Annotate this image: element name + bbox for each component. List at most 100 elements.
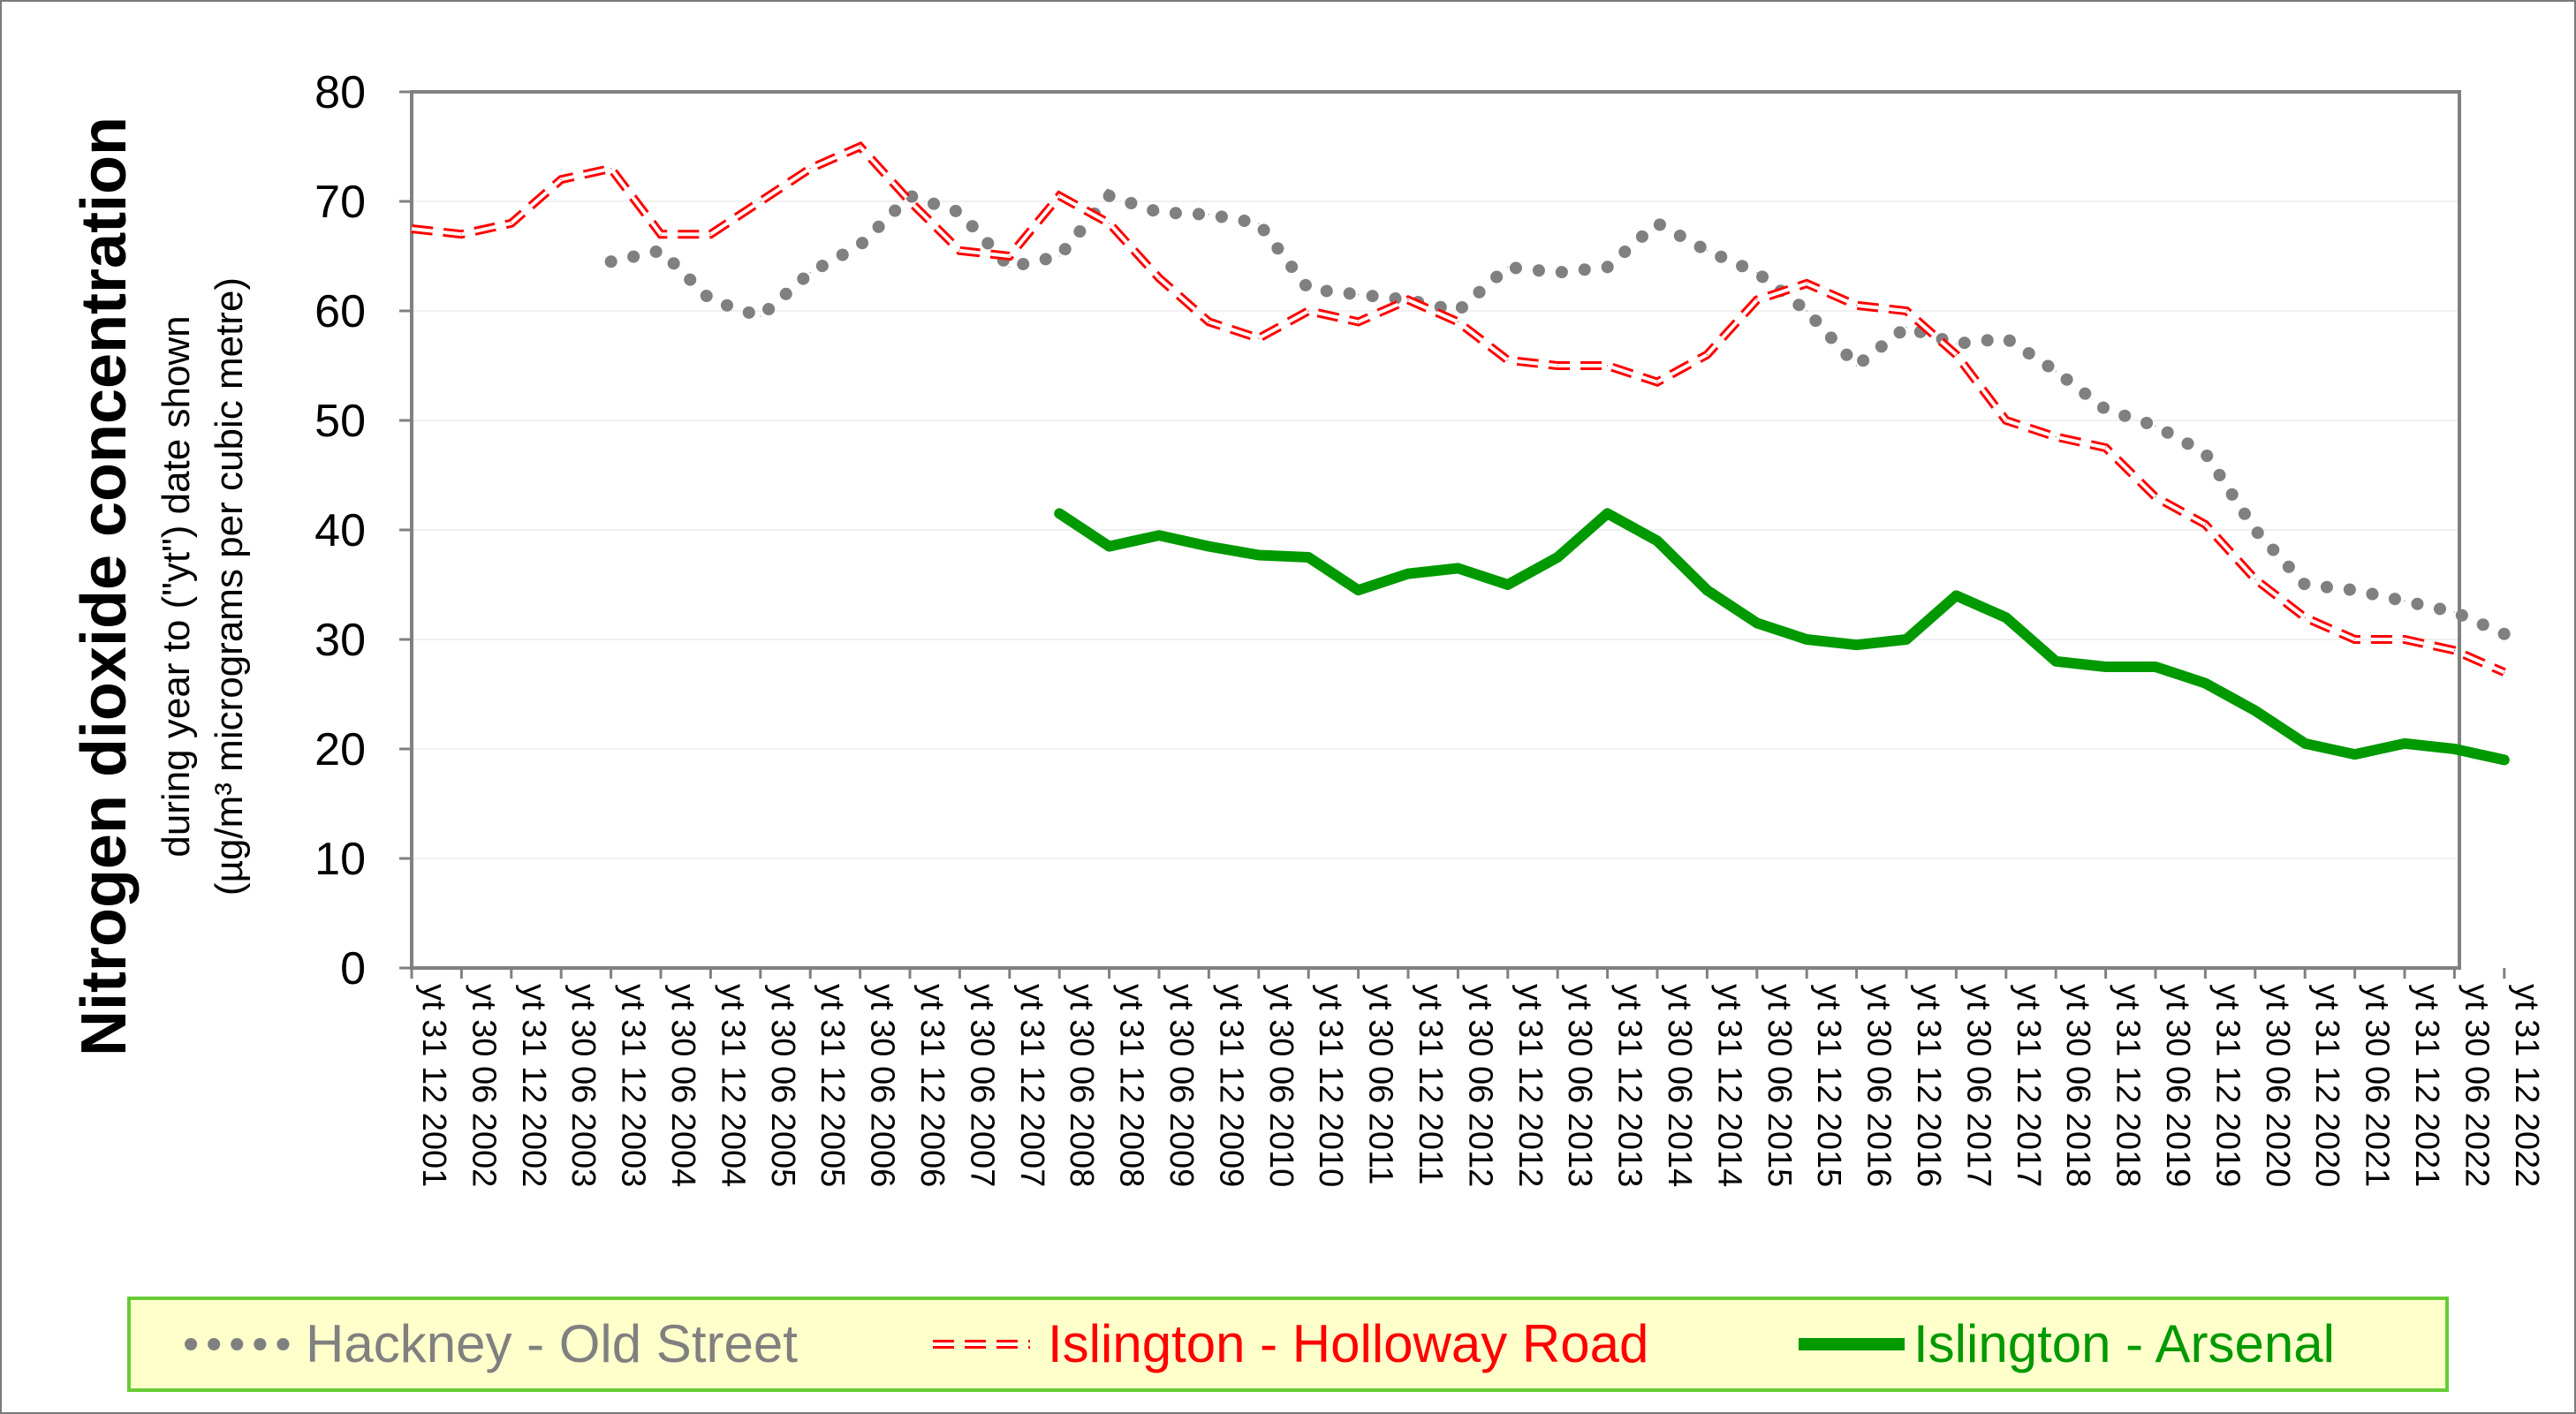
data-point [1358, 321, 1360, 322]
x-tick-label: yt 31 12 2011 [1412, 984, 1449, 1184]
y-axis-subtitle-1: during year to ("yt") date shown [155, 315, 198, 857]
data-point [1557, 272, 1558, 274]
x-tick-label: yt 31 12 2020 [2308, 984, 2345, 1187]
x-tick-label: yt 30 06 2011 [1362, 984, 1399, 1184]
data-point [1557, 556, 1558, 558]
data-point [760, 200, 761, 202]
data-point [2254, 578, 2256, 580]
data-point [1208, 214, 1209, 216]
data-point [1307, 310, 1309, 312]
y-tick-label: 50 [314, 396, 366, 447]
x-tick-label: yt 30 06 2004 [664, 984, 701, 1187]
x-tick-label: yt 31 12 2017 [2010, 984, 2047, 1187]
data-point [1158, 277, 1160, 279]
data-point [1856, 365, 1858, 367]
x-tick-label: yt 30 06 2019 [2159, 984, 2196, 1187]
grid-lines [412, 200, 2459, 859]
x-tick-label: yt 30 06 2014 [1661, 984, 1698, 1187]
data-point [709, 233, 712, 235]
data-point [1905, 327, 1907, 329]
x-tick-label: yt 31 12 2013 [1611, 984, 1648, 1187]
data-point [1358, 589, 1360, 591]
data-point [1058, 195, 1060, 197]
x-tick-label: yt 30 06 2009 [1163, 984, 1200, 1187]
data-point [1856, 644, 1858, 646]
data-point [1557, 365, 1558, 367]
data-point [2155, 666, 2156, 668]
x-tick-label: yt 30 06 2017 [1959, 984, 1996, 1187]
data-point [1756, 622, 1758, 624]
data-point [2155, 425, 2156, 427]
series-line-2 [1054, 508, 2510, 766]
data-point [1208, 546, 1209, 548]
data-point [1258, 554, 1260, 556]
y-tick-label: 10 [314, 834, 366, 885]
data-point [1607, 266, 1609, 268]
y-tick-label: 80 [314, 67, 366, 118]
data-point [2204, 452, 2206, 454]
data-point [2204, 524, 2206, 526]
data-point [1706, 250, 1708, 252]
y-tick-label: 20 [314, 724, 366, 775]
x-tick-label: yt 30 06 2003 [564, 984, 602, 1187]
data-point [1905, 310, 1907, 312]
data-point [2404, 743, 2406, 745]
x-tick-label: yt 30 06 2012 [1461, 984, 1498, 1187]
data-point [2254, 529, 2256, 531]
data-point [2155, 496, 2156, 498]
x-tick-label: yt 31 12 2014 [1710, 984, 1747, 1187]
series-lines [411, 140, 2511, 766]
data-point [2105, 666, 2107, 668]
data-point [1058, 255, 1060, 257]
y-tick-label: 30 [314, 615, 366, 666]
series-line-1-inner [411, 144, 2505, 675]
x-tick-label: yt 30 06 2002 [465, 984, 502, 1187]
x-tick-label: yt 31 12 2022 [2508, 984, 2545, 1187]
data-point [1358, 293, 1360, 295]
y-axis: 0 10 20 30 40 50 60 70 80 [314, 67, 412, 994]
x-tick-label: yt 30 06 2010 [1262, 984, 1299, 1187]
data-point [2105, 409, 2107, 411]
x-axis: yt 31 12 2001 yt 30 06 2002 yt 31 12 2002 y… [410, 968, 2545, 1187]
data-point [1258, 337, 1260, 339]
data-point [1158, 211, 1160, 213]
data-point [958, 211, 960, 213]
legend-label-holloway: Islington - Holloway Road [1048, 1314, 1648, 1373]
data-point [460, 233, 463, 235]
data-point [1507, 359, 1509, 361]
data-point [2354, 753, 2356, 755]
x-tick-label: yt 30 06 2016 [1860, 984, 1898, 1187]
data-point [2304, 743, 2306, 745]
data-point [958, 250, 960, 252]
data-point [2304, 616, 2306, 618]
data-point [709, 299, 712, 301]
data-point [1706, 589, 1708, 591]
data-point [1507, 266, 1509, 268]
data-point [2055, 661, 2057, 662]
y-tick-label: 60 [314, 286, 366, 337]
data-point [1208, 321, 1209, 322]
data-point [2453, 611, 2455, 613]
data-point [660, 233, 662, 235]
data-point [2005, 337, 2007, 339]
data-point [1955, 354, 1957, 356]
data-point [760, 315, 761, 317]
x-tick-label: yt 30 06 2018 [2059, 984, 2096, 1187]
x-tick-label: yt 30 06 2007 [963, 984, 1000, 1187]
data-point [411, 228, 413, 230]
data-point [1058, 512, 1060, 515]
x-tick-label: yt 30 06 2015 [1761, 984, 1798, 1187]
data-point [909, 195, 911, 197]
data-point [2005, 616, 2007, 618]
x-tick-label: yt 31 12 2015 [1810, 984, 1847, 1187]
data-point [2055, 436, 2057, 438]
data-point [2254, 710, 2256, 712]
data-point [1109, 195, 1110, 197]
y-tick-label: 40 [314, 505, 366, 556]
data-point [2354, 589, 2356, 591]
x-tick-label: yt 31 12 2006 [913, 984, 951, 1187]
legend-label-arsenal: Islington - Arsenal [1913, 1314, 2335, 1373]
x-tick-label: yt 31 12 2016 [1910, 984, 1947, 1187]
data-point [2304, 584, 2306, 586]
x-tick-label: yt 30 06 2021 [2359, 984, 2396, 1187]
